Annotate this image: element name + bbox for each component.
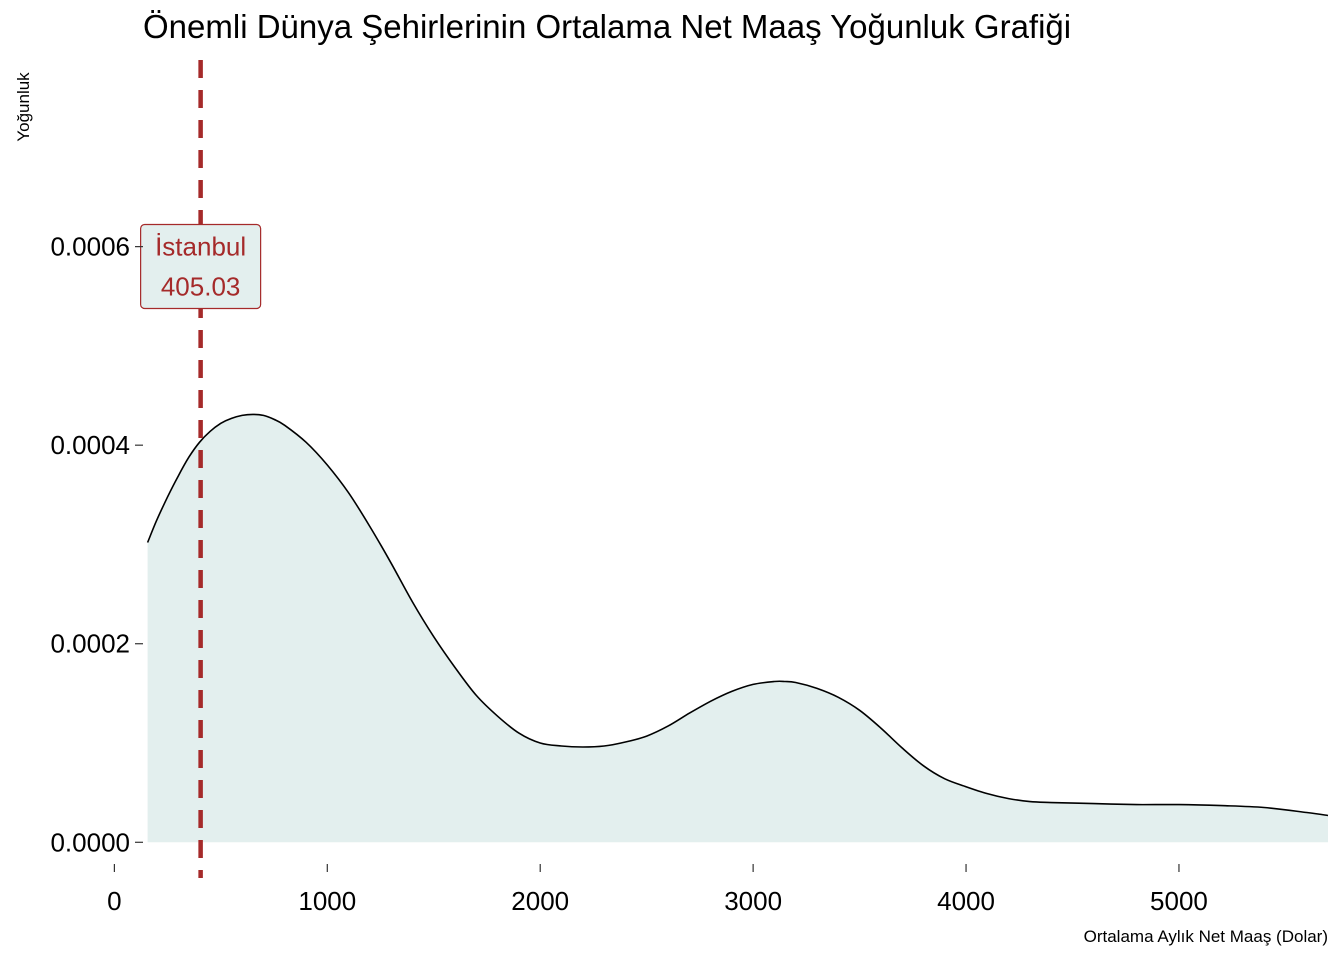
x-axis-title: Ortalama Aylık Net Maaş (Dolar)	[1084, 927, 1328, 946]
density-fill	[147, 414, 1329, 843]
y-tick-label: 0.0002	[50, 629, 130, 659]
x-tick-label: 5000	[1150, 886, 1208, 916]
density-curve	[146, 413, 1329, 817]
y-tick-label: 0.0004	[50, 430, 130, 460]
density-area-layer	[146, 413, 1329, 843]
y-tick-label: 0.0000	[50, 827, 130, 857]
x-tick-label: 3000	[724, 886, 782, 916]
istanbul-label-value: 405.03	[161, 271, 241, 301]
x-tick-label: 2000	[511, 886, 569, 916]
chart-title: Önemli Dünya Şehirlerinin Ortalama Net M…	[143, 8, 1072, 45]
y-axis-title: Yoğunluk	[14, 72, 33, 142]
annotation-layer: İstanbul 405.03	[140, 60, 262, 878]
y-tick-label: 0.0006	[50, 232, 130, 262]
x-tick-label: 0	[107, 886, 121, 916]
istanbul-label-city: İstanbul	[155, 231, 246, 261]
axes-layer: 0.0000 0.0002 0.0004 0.0006 0 1000 2000 3000 400…	[50, 232, 1207, 916]
x-tick-label: 1000	[298, 886, 356, 916]
istanbul-label-box	[140, 223, 262, 310]
x-tick-label: 4000	[937, 886, 995, 916]
